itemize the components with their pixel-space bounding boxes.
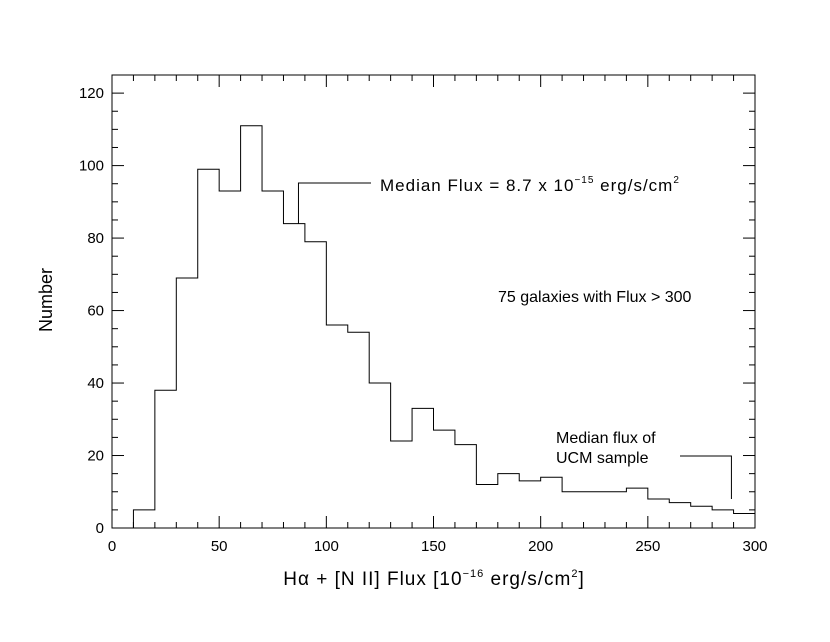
histogram-bar — [305, 242, 326, 528]
galaxies-note: 75 galaxies with Flux > 300 — [498, 289, 692, 306]
x-tick-label: 200 — [528, 538, 553, 555]
median-flux-label: Median Flux = 8.7 x 10−15 erg/s/cm2 — [380, 175, 680, 195]
histogram-bar — [584, 492, 605, 528]
histogram-bar — [412, 408, 433, 528]
histogram-bar — [455, 445, 476, 528]
histogram-bar — [326, 325, 347, 528]
x-tick-labels: 0 50 100 150 200 250 300 — [108, 538, 768, 555]
histogram-bar — [562, 492, 583, 528]
histogram-bar — [133, 510, 154, 528]
plot-frame — [111, 74, 756, 529]
ucm-median-annotation: Median flux of UCM sample — [556, 430, 732, 500]
histogram-bar — [241, 126, 262, 528]
y-tick-label: 60 — [87, 303, 104, 320]
histogram-bar — [176, 278, 197, 528]
y-tick-label: 20 — [87, 448, 104, 465]
ucm-median-leader-line — [680, 455, 732, 500]
y-axis-label: Number — [36, 268, 56, 332]
histogram-bar — [476, 485, 497, 528]
median-flux-leader-line — [297, 182, 371, 224]
x-tick-label: 250 — [635, 538, 660, 555]
ucm-median-label-line2: UCM sample — [556, 450, 649, 467]
x-tick-label: 100 — [314, 538, 339, 555]
y-tick-label: 120 — [79, 85, 104, 102]
x-tick-label: 50 — [211, 538, 228, 555]
histogram-bar — [262, 191, 283, 528]
histogram-bar — [391, 441, 412, 528]
x-tick-label: 300 — [742, 538, 767, 555]
histogram-bar — [519, 481, 540, 528]
histogram-bar — [605, 492, 626, 528]
y-tick-label: 100 — [79, 158, 104, 175]
histogram-bar — [691, 506, 712, 528]
ucm-median-label-line1: Median flux of — [556, 430, 656, 447]
histogram-bar — [669, 503, 690, 528]
x-tick-label: 0 — [108, 538, 116, 555]
histogram-bar — [434, 430, 455, 528]
histogram-bar — [369, 383, 390, 528]
y-tick-label: 0 — [96, 520, 104, 537]
y-tick-label: 80 — [87, 230, 104, 247]
y-tick-label: 40 — [87, 375, 104, 392]
y-tick-labels: 0 20 40 60 80 100 120 — [79, 85, 104, 537]
histogram-bar — [734, 514, 755, 528]
histogram-bar — [219, 191, 240, 528]
median-flux-annotation: Median Flux = 8.7 x 10−15 erg/s/cm2 — [297, 175, 680, 224]
histogram-bar — [712, 510, 733, 528]
histogram-bar — [648, 499, 669, 528]
histogram-bar — [348, 332, 369, 528]
histogram-bar — [283, 224, 304, 528]
histogram-bar — [498, 474, 519, 528]
histogram-bar — [198, 169, 219, 528]
histogram-bar — [155, 390, 176, 528]
histogram-bar — [541, 477, 562, 528]
x-axis-label: Hα + [N II] Flux [10−16 erg/s/cm2] — [283, 568, 585, 590]
histogram-steps — [132, 125, 755, 528]
histogram-bar — [626, 488, 647, 528]
x-tick-label: 150 — [421, 538, 446, 555]
